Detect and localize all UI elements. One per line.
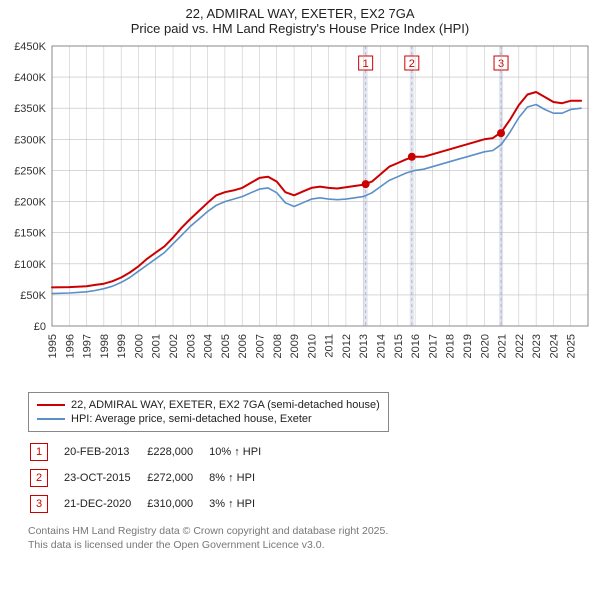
sales-table: 1 20-FEB-2013£228,00010% ↑ HPI 2 23-OCT-201…: [28, 438, 277, 518]
svg-text:2007: 2007: [254, 334, 266, 358]
svg-text:£50K: £50K: [20, 290, 46, 302]
svg-text:2003: 2003: [185, 334, 197, 358]
svg-text:£350K: £350K: [14, 103, 46, 115]
svg-text:£0: £0: [34, 321, 46, 333]
sale-price: £228,000: [147, 440, 207, 464]
svg-text:2001: 2001: [151, 334, 163, 358]
svg-text:2005: 2005: [220, 334, 232, 358]
svg-text:2004: 2004: [203, 334, 215, 358]
svg-text:1998: 1998: [99, 334, 111, 358]
attribution: Contains HM Land Registry data © Crown c…: [28, 524, 600, 552]
svg-text:2017: 2017: [427, 334, 439, 358]
svg-text:£250K: £250K: [14, 165, 46, 177]
svg-text:2012: 2012: [341, 334, 353, 358]
svg-text:£300K: £300K: [14, 134, 46, 146]
sale-date: 20-FEB-2013: [64, 440, 145, 464]
svg-text:£400K: £400K: [14, 72, 46, 84]
svg-text:2024: 2024: [548, 334, 560, 358]
svg-text:2023: 2023: [531, 334, 543, 358]
sale-marker: 3: [30, 495, 48, 513]
svg-text:£150K: £150K: [14, 228, 46, 240]
svg-text:2015: 2015: [393, 334, 405, 358]
svg-text:2010: 2010: [306, 334, 318, 358]
legend-swatch: [37, 404, 65, 406]
svg-text:£450K: £450K: [14, 41, 46, 53]
svg-text:2022: 2022: [514, 334, 526, 358]
sale-price: £310,000: [147, 492, 207, 516]
legend-swatch: [37, 418, 65, 420]
attribution-line2: This data is licensed under the Open Gov…: [28, 538, 600, 552]
sale-price: £272,000: [147, 466, 207, 490]
svg-text:2014: 2014: [376, 334, 388, 358]
attribution-line1: Contains HM Land Registry data © Crown c…: [28, 524, 600, 538]
title-line2: Price paid vs. HM Land Registry's House …: [4, 21, 596, 36]
price-chart: 1 2 3 £0 £50K £100K £150K £200K £250K £300K £350K £…: [0, 38, 600, 388]
table-row: 3 21-DEC-2020£310,0003% ↑ HPI: [30, 492, 275, 516]
chart-svg: 1 2 3 £0 £50K £100K £150K £200K £250K £300K £350K £…: [0, 38, 600, 388]
sale-marker: 2: [30, 469, 48, 487]
svg-text:2018: 2018: [445, 334, 457, 358]
svg-text:2020: 2020: [479, 334, 491, 358]
svg-text:2025: 2025: [566, 334, 578, 358]
svg-text:£200K: £200K: [14, 197, 46, 209]
sale-date: 23-OCT-2015: [64, 466, 145, 490]
legend: 22, ADMIRAL WAY, EXETER, EX2 7GA (semi-d…: [28, 392, 389, 432]
table-row: 1 20-FEB-2013£228,00010% ↑ HPI: [30, 440, 275, 464]
legend-label: 22, ADMIRAL WAY, EXETER, EX2 7GA (semi-d…: [71, 399, 380, 411]
svg-text:2006: 2006: [237, 334, 249, 358]
svg-text:1: 1: [363, 58, 369, 70]
svg-text:£100K: £100K: [14, 259, 46, 271]
sale-delta: 8% ↑ HPI: [209, 466, 275, 490]
svg-text:1999: 1999: [116, 334, 128, 358]
svg-text:2002: 2002: [168, 334, 180, 358]
svg-text:2013: 2013: [358, 334, 370, 358]
sale-delta: 10% ↑ HPI: [209, 440, 275, 464]
title-line1: 22, ADMIRAL WAY, EXETER, EX2 7GA: [4, 6, 596, 21]
table-row: 2 23-OCT-2015£272,0008% ↑ HPI: [30, 466, 275, 490]
legend-row: HPI: Average price, semi-detached house,…: [37, 413, 380, 425]
svg-text:2: 2: [409, 58, 415, 70]
svg-text:1997: 1997: [82, 334, 94, 358]
svg-text:2009: 2009: [289, 334, 301, 358]
legend-row: 22, ADMIRAL WAY, EXETER, EX2 7GA (semi-d…: [37, 399, 380, 411]
svg-text:2011: 2011: [324, 334, 336, 358]
svg-text:3: 3: [498, 58, 504, 70]
svg-text:1996: 1996: [64, 334, 76, 358]
svg-text:2016: 2016: [410, 334, 422, 358]
sale-delta: 3% ↑ HPI: [209, 492, 275, 516]
sale-marker: 1: [30, 443, 48, 461]
svg-text:1995: 1995: [47, 334, 59, 358]
chart-title: 22, ADMIRAL WAY, EXETER, EX2 7GA Price p…: [0, 0, 600, 38]
sale-date: 21-DEC-2020: [64, 492, 145, 516]
svg-text:2021: 2021: [497, 334, 509, 358]
legend-label: HPI: Average price, semi-detached house,…: [71, 413, 312, 425]
svg-text:2000: 2000: [133, 334, 145, 358]
svg-text:2019: 2019: [462, 334, 474, 358]
svg-text:2008: 2008: [272, 334, 284, 358]
